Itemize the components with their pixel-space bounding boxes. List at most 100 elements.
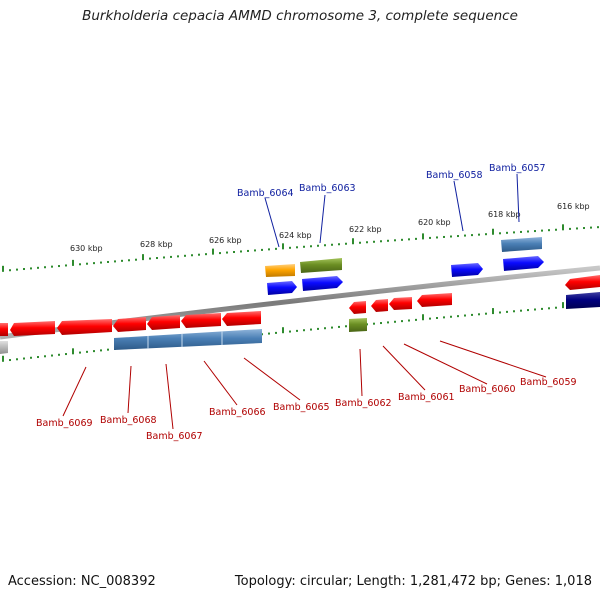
scale-tick [555, 306, 557, 309]
scale-tick [590, 226, 592, 229]
gene-arrow-6069[interactable] [57, 319, 112, 335]
scale-tick [324, 244, 326, 247]
scale-tick [72, 348, 74, 355]
scale-tick [191, 254, 193, 257]
scale-tick [527, 230, 529, 233]
gene-arrow-6064[interactable] [267, 281, 297, 295]
scale-tick [373, 322, 375, 325]
gene-label-bamb-6069[interactable]: Bamb_6069 [36, 418, 93, 429]
gene-feature-navy[interactable] [566, 292, 600, 309]
scale-tick [72, 259, 74, 266]
scale-tick [107, 260, 109, 263]
gene-label-bamb-6067[interactable]: Bamb_6067 [146, 431, 203, 442]
scale-tick [415, 237, 417, 240]
gene-arrow-6057[interactable] [503, 256, 544, 271]
scale-tick [562, 302, 564, 309]
scale-tick [506, 310, 508, 313]
gene-arrow-6065[interactable] [222, 311, 261, 326]
scale-tick [254, 249, 256, 252]
scale-tick [23, 357, 25, 360]
scale-tick [212, 248, 214, 255]
gene-arrow-edge-left[interactable] [0, 323, 8, 336]
gene-arrow-6063[interactable] [302, 276, 343, 291]
gene-label-bamb-6059[interactable]: Bamb_6059 [520, 377, 577, 388]
scale-tick [9, 359, 11, 362]
gene-arrow-6066[interactable] [181, 313, 221, 328]
gene-feature-gray-edge[interactable] [0, 341, 8, 354]
gene-arrow-6067[interactable] [147, 315, 180, 330]
gene-label-bamb-6065[interactable]: Bamb_6065 [273, 402, 330, 413]
gene-arrow-6059[interactable] [417, 293, 452, 307]
scale-tick [443, 316, 445, 319]
scale-tick [597, 226, 599, 229]
scale-tick [394, 239, 396, 242]
scale-tick [65, 353, 67, 356]
gene-feature-6062-olive[interactable] [349, 318, 367, 332]
scale-tick [345, 242, 347, 245]
scale-tick [170, 255, 172, 258]
gene-feature-6064-orange[interactable] [265, 264, 295, 277]
scale-ticks-top [2, 224, 599, 272]
scale-label-616: 616 kbp [557, 202, 590, 211]
scale-tick [268, 248, 270, 251]
gene-arrow-6069a[interactable] [10, 321, 55, 336]
scale-tick [415, 318, 417, 321]
gene-label-bamb-6063[interactable]: Bamb_6063 [299, 183, 356, 194]
gene-label-bamb-6064[interactable]: Bamb_6064 [237, 188, 294, 199]
scale-tick [261, 248, 263, 251]
scale-tick [184, 254, 186, 257]
gene-feature-6057-steel[interactable] [501, 237, 542, 252]
gene-arrow-6062[interactable] [349, 301, 366, 314]
gene-feature-6063-olive[interactable] [300, 258, 342, 273]
gene-label-bamb-6062[interactable]: Bamb_6062 [335, 398, 392, 409]
scale-tick [58, 353, 60, 356]
scale-tick [513, 231, 515, 234]
scale-tick [583, 227, 585, 230]
scale-tick [373, 240, 375, 243]
scale-tick [275, 247, 277, 250]
scale-tick [527, 309, 529, 312]
scale-tick [513, 310, 515, 313]
gene-arrow-6061[interactable] [371, 299, 388, 312]
scale-tick [555, 228, 557, 231]
gene-arrow-edge-right[interactable] [565, 275, 600, 290]
scale-tick [520, 230, 522, 233]
scale-tick [310, 328, 312, 331]
scale-tick [198, 253, 200, 256]
scale-label-630: 630 kbp [70, 244, 103, 253]
scale-tick [100, 261, 102, 264]
scale-tick [436, 316, 438, 319]
scale-label-622: 622 kbp [349, 225, 382, 234]
scale-tick [310, 245, 312, 248]
gene-label-bamb-6061[interactable]: Bamb_6061 [398, 392, 455, 403]
gene-arrow-6068[interactable] [113, 317, 146, 332]
gene-label-bamb-6058[interactable]: Bamb_6058 [426, 170, 483, 181]
gene-arrow-6060[interactable] [389, 297, 412, 310]
gene-feature-steel-row[interactable] [114, 329, 262, 350]
scale-tick [408, 238, 410, 241]
scale-tick [51, 354, 53, 357]
reverse-features [0, 275, 600, 354]
scale-tick [457, 235, 459, 238]
scale-tick [429, 236, 431, 239]
scale-tick [240, 250, 242, 253]
gene-label-bamb-6066[interactable]: Bamb_6066 [209, 407, 266, 418]
scale-tick [37, 266, 39, 269]
scale-label-618: 618 kbp [488, 210, 521, 219]
topology-summary: Topology: circular; Length: 1,281,472 bp… [234, 574, 592, 589]
gene-label-bamb-6068[interactable]: Bamb_6068 [100, 415, 157, 426]
scale-tick [93, 262, 95, 265]
connectors-top [264, 173, 520, 248]
connectors-bottom [62, 340, 547, 430]
scale-tick [23, 268, 25, 271]
scale-tick [205, 253, 207, 256]
gene-label-bamb-6060[interactable]: Bamb_6060 [459, 384, 516, 395]
scale-tick [464, 234, 466, 237]
scale-tick [457, 315, 459, 318]
gene-label-bamb-6057[interactable]: Bamb_6057 [489, 163, 546, 174]
scale-tick [478, 233, 480, 236]
scale-tick [401, 320, 403, 323]
gene-arrow-6058[interactable] [451, 263, 483, 277]
scale-tick [296, 329, 298, 332]
scale-tick [380, 322, 382, 325]
